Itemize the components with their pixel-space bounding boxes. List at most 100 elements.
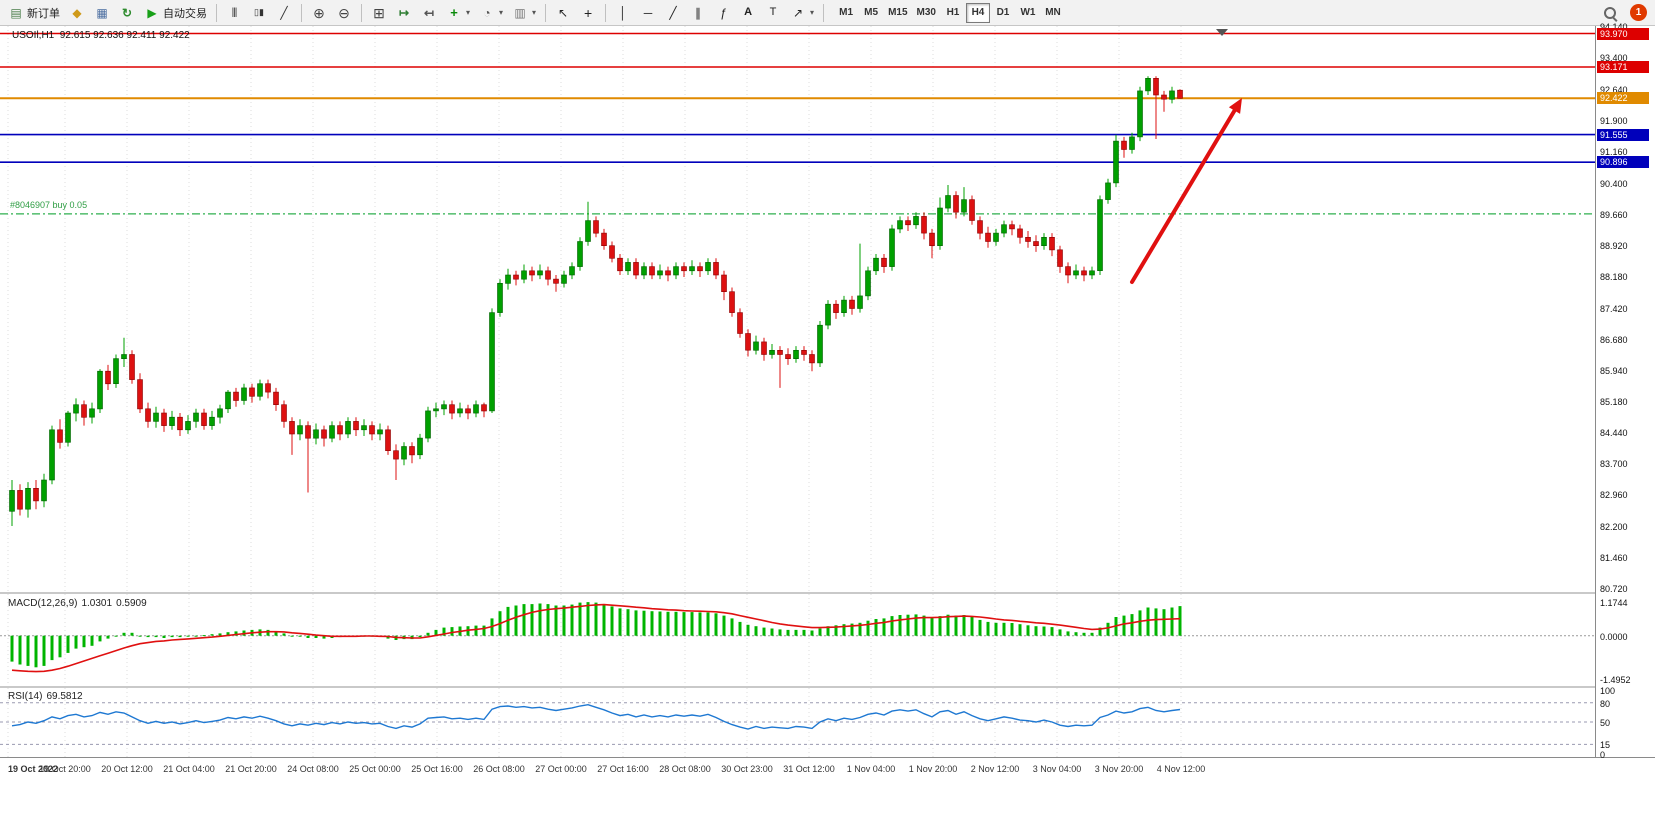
text-label-button[interactable] [761,2,785,24]
toolbar-buttons: 新订单 自动交易 ▾ ▾ ▾ ▾ [4,2,828,24]
price-axis[interactable]: 94.140 93.400 92.640 91.900 91.160 90.400 89.6… [1595,22,1655,760]
vertical-line-button[interactable] [611,2,635,24]
linechart-icon [276,5,292,21]
chart-shift-marker[interactable] [1216,29,1228,36]
cursor-button[interactable] [551,2,575,24]
alerts-button[interactable] [65,2,89,24]
rsi-axis-tick: 0 [1600,750,1606,760]
auto-trading-label: 自动交易 [163,7,207,20]
notification-badge[interactable]: 1 [1630,4,1647,21]
chart-title: USOIl,H1 92.615 92.636 92.411 92.422 [12,30,190,41]
crosshair-icon [580,5,596,21]
arrows-button[interactable]: ▾ [786,2,818,24]
price-chart-pane[interactable] [0,26,1595,592]
chart-shift-button[interactable] [417,2,441,24]
refresh-button[interactable] [115,2,139,24]
candlesticks [9,76,1183,526]
horizontal-line-button[interactable] [636,2,660,24]
equidistant-channel-button[interactable] [686,2,710,24]
order-line-label: #8046907 buy 0.05 [10,199,88,210]
time-label: 31 Oct 12:00 [783,764,835,774]
trendline-button[interactable] [661,2,685,24]
timeframe-m30-button[interactable]: M30 [913,3,940,23]
zoom-out-button[interactable] [332,2,356,24]
dropdown-arrow-icon[interactable]: ▾ [810,8,815,17]
timeframe-w1-button[interactable]: W1 [1016,3,1040,23]
search-icon [1602,5,1618,21]
search-button[interactable] [1598,2,1622,24]
pane-separator[interactable] [0,686,1655,688]
zoom-out-icon [336,5,352,21]
time-label: 24 Oct 08:00 [287,764,339,774]
zoom-in-button[interactable] [307,2,331,24]
dropdown-arrow-icon[interactable]: ▾ [532,8,537,17]
indicators-button[interactable]: ▾ [442,2,474,24]
dropdown-arrow-icon[interactable]: ▾ [499,8,504,17]
timeframe-m15-button[interactable]: M15 [884,3,911,23]
rsi-value: 69.5812 [46,691,83,702]
price-tick: 89.660 [1600,209,1628,220]
horn-icon [69,5,85,21]
rsi-label: RSI(14) 69.5812 [8,691,87,702]
timeframe-d1-button[interactable]: D1 [991,3,1015,23]
new-order-button[interactable]: 新订单 [4,2,64,24]
auto-scroll-button[interactable] [392,2,416,24]
time-label: 3 Nov 20:00 [1094,764,1144,774]
periods-button[interactable]: ▾ [475,2,507,24]
line-chart-button[interactable] [272,2,296,24]
time-label: 27 Oct 00:00 [535,764,587,774]
timeframe-h1-button[interactable]: H1 [941,3,965,23]
price-tick: 88.180 [1600,271,1628,282]
autoscroll-icon [396,5,412,21]
rsi-axis-tick: 50 [1600,718,1611,728]
timeframe-m1-button[interactable]: M1 [834,3,858,23]
price-tick: 85.940 [1600,365,1628,376]
price-tick: 83.700 [1600,459,1628,470]
templates-button[interactable]: ▾ [508,2,540,24]
time-label: 1 Nov 04:00 [846,764,896,774]
candlestick-chart-button[interactable] [247,2,271,24]
toolbar-separator [361,3,362,22]
price-badge-92.422: 92.422 [1597,92,1649,105]
timeframe-mn-button[interactable]: MN [1041,3,1065,23]
zoom-in-icon [311,5,327,21]
tiles-icon [371,5,387,21]
time-label: 21 Oct 04:00 [163,764,215,774]
timeframe-h4-button[interactable]: H4 [965,2,990,23]
rsi-indicator-pane [0,688,1595,757]
vline-icon [615,5,631,21]
pane-separator[interactable] [0,592,1655,594]
text-button[interactable] [736,2,760,24]
trend-arrow[interactable] [1130,105,1239,284]
macd-axis-tick: 0.0000 [1600,631,1628,642]
price-tick: 82.960 [1600,490,1628,501]
crosshair-button[interactable] [576,2,600,24]
trend-arrow-head[interactable] [1228,98,1242,114]
auto-trading-button[interactable]: 自动交易 [140,2,211,24]
rsi-axis-tick: 100 [1600,686,1616,696]
play-icon [144,5,160,21]
price-tick: 92.640 [1600,85,1628,96]
macd-histogram [10,602,1182,668]
chart-windows-button[interactable] [90,2,114,24]
refresh-icon [119,5,135,21]
text-t-icon [765,5,781,21]
dropdown-arrow-icon[interactable]: ▾ [466,8,471,17]
macd-name: MACD(12,26,9) [8,598,78,609]
price-tick: 88.920 [1600,240,1628,251]
price-tick: 82.200 [1600,522,1628,532]
price-badge-93.171: 93.171 [1597,60,1649,73]
macd-indicator-pane [0,594,1595,686]
bar-chart-button[interactable] [222,2,246,24]
timeframe-m5-button[interactable]: M5 [859,3,883,23]
price-tick: 80.720 [1600,583,1628,594]
tile-windows-button[interactable] [367,2,391,24]
toolbar-right: 1 [1598,2,1651,24]
rsi-axis-tick: 15 [1600,740,1611,751]
toolbar-separator [605,3,607,22]
fibonacci-button[interactable] [711,2,735,24]
fibo-icon [715,5,731,21]
time-axis[interactable]: 19 Oct 2022 19 Oct 20:00 20 Oct 12:00 21 Oc… [0,757,1655,781]
trendline-icon [665,5,681,21]
